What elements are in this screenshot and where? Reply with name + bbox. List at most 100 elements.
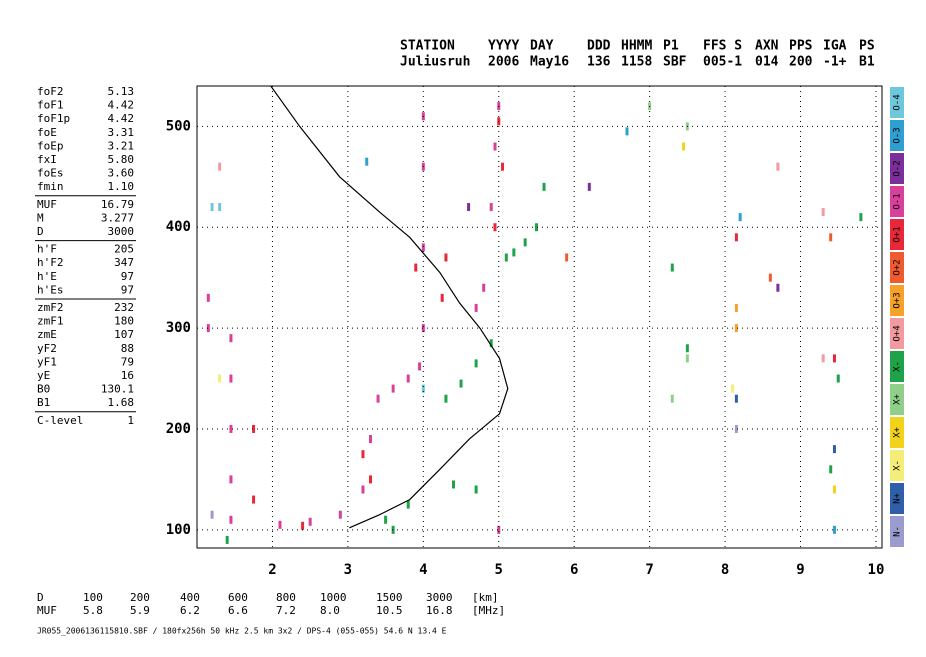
param-value: 16.79 (101, 198, 134, 211)
param-name: B1 (37, 396, 50, 409)
table-cell: 1000 (320, 591, 347, 604)
echo (421, 384, 425, 393)
echo (493, 142, 497, 151)
legend-label: O-2 (893, 160, 903, 176)
echo (670, 263, 674, 272)
param-value: 205 (114, 243, 134, 256)
param-value: 347 (114, 256, 134, 269)
echo (489, 339, 493, 348)
echo (821, 354, 825, 363)
legend-label: X- (893, 460, 903, 471)
echo (451, 480, 455, 489)
legend-label: X+ (893, 394, 903, 405)
header-value: 014 (755, 55, 779, 70)
echo (504, 253, 508, 262)
legend-label: N+ (893, 493, 903, 504)
table-cell: 600 (228, 591, 248, 604)
echo (565, 253, 569, 262)
legend-swatch (890, 153, 904, 184)
param-value: 107 (114, 328, 134, 341)
legend-swatch (890, 351, 904, 382)
table-cell: 5.9 (130, 604, 150, 617)
echo (734, 424, 738, 433)
echo (836, 374, 840, 383)
echo (406, 500, 410, 509)
param-name: zmF2 (37, 301, 64, 314)
y-tick-label: 400 (166, 219, 191, 235)
y-tick-label: 300 (166, 320, 191, 336)
header-value: SBF (663, 55, 687, 70)
param-name: yF2 (37, 342, 57, 355)
echo (229, 334, 233, 343)
legend-label: O-4 (893, 94, 903, 110)
header-value: May16 (530, 55, 569, 70)
legend-label: O-3 (893, 127, 903, 143)
echo (482, 283, 486, 292)
legend-label: N- (893, 526, 903, 537)
table-cell: D (37, 591, 44, 604)
header-label: AXN (755, 39, 779, 54)
table-cell: [km] (472, 591, 499, 604)
param-name: zmE (37, 328, 57, 341)
table-cell: 10.5 (376, 604, 403, 617)
legend-swatch (890, 483, 904, 514)
table-cell: 6.6 (228, 604, 248, 617)
header-label: PPS (789, 39, 813, 54)
echo (361, 485, 365, 494)
param-name: foF2 (37, 85, 64, 98)
y-tick-label: 100 (166, 522, 191, 538)
table-cell: 7.2 (276, 604, 296, 617)
echo (534, 223, 538, 232)
param-value: 3000 (108, 225, 135, 238)
legend-swatch (890, 87, 904, 118)
echo (685, 344, 689, 353)
table-cell: 5.8 (83, 604, 103, 617)
param-value: 3.60 (108, 167, 135, 180)
header-value: Juliusruh (400, 55, 470, 70)
echo (832, 525, 836, 534)
x-tick-label: 5 (495, 562, 503, 578)
echo (459, 379, 463, 388)
echo (682, 142, 686, 151)
param-value: 232 (114, 301, 134, 314)
footer: JR055_2006136115810.SBF / 180fx256h 50 k… (37, 627, 447, 636)
param-value: 88 (121, 342, 134, 355)
legend-swatch (890, 252, 904, 283)
legend-swatch (890, 417, 904, 448)
legend-swatch (890, 384, 904, 415)
echo (670, 394, 674, 403)
legend-swatch (890, 516, 904, 547)
echo (229, 424, 233, 433)
header-label: HHMM (621, 39, 652, 54)
legend-swatch (890, 186, 904, 217)
param-name: fxI (37, 153, 57, 166)
echo (734, 324, 738, 333)
plot-frame (196, 85, 883, 549)
legend-label: X- (893, 361, 903, 372)
param-value: 4.42 (108, 99, 135, 112)
param-value: 130.1 (101, 383, 134, 396)
echo (414, 263, 418, 272)
echo (361, 450, 365, 459)
legend-label: O+4 (893, 325, 903, 341)
echo (542, 182, 546, 191)
header-value: B1 (859, 55, 875, 70)
param-value: 1 (127, 414, 134, 427)
echo (832, 445, 836, 454)
echo (229, 374, 233, 383)
echo (829, 233, 833, 242)
echo (365, 157, 369, 166)
param-name: foF1p (37, 112, 70, 125)
header-value: 1158 (621, 55, 652, 70)
legend-label: O+2 (893, 259, 903, 275)
param-name: foEs (37, 167, 64, 180)
header-label: FFS S (703, 39, 742, 54)
echo (206, 293, 210, 302)
echo (523, 238, 527, 247)
echo (218, 374, 222, 383)
echo (489, 203, 493, 212)
param-name: h'F (37, 243, 57, 256)
header-value: 200 (789, 55, 813, 70)
echo (587, 182, 591, 191)
